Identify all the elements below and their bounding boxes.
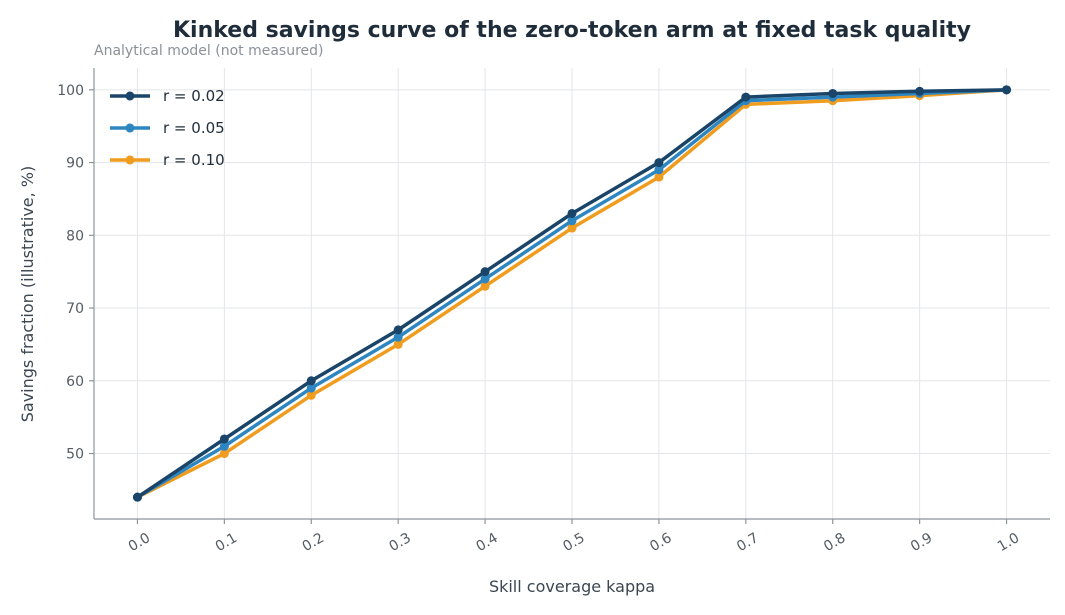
legend-item: r = 0.02 [110, 87, 225, 105]
data-point [306, 390, 316, 400]
legend-item: r = 0.10 [110, 151, 225, 169]
y-tick-labels: 50 60 70 80 90 100 [57, 83, 84, 463]
chart-title: Kinked savings curve of the zero-token a… [173, 18, 971, 43]
data-point [480, 274, 490, 284]
x-tick-label: 0.3 [387, 530, 414, 555]
y-tick-label: 100 [57, 83, 84, 99]
legend-marker [125, 91, 135, 101]
legend-label: r = 0.10 [163, 151, 225, 169]
data-point [219, 449, 229, 459]
data-point [654, 172, 664, 182]
data-point [567, 208, 577, 218]
x-tick-label: 0.8 [821, 530, 848, 555]
data-point [828, 88, 838, 98]
legend-item: r = 0.05 [110, 119, 225, 137]
data-point [219, 441, 229, 451]
y-tick-label: 50 [66, 447, 84, 463]
axes [89, 68, 1050, 524]
chart-subtitle: Analytical model (not measured) [94, 43, 324, 59]
data-point [567, 223, 577, 233]
legend-label: r = 0.02 [163, 87, 225, 105]
y-tick-label: 90 [66, 156, 84, 172]
legend-marker [125, 123, 135, 133]
x-tick-label: 0.1 [213, 530, 240, 555]
x-tick-label: 0.6 [647, 530, 674, 555]
legend: r = 0.02 r = 0.05 r = 0.10 [110, 87, 225, 169]
data-point [132, 492, 142, 502]
data-point [393, 339, 403, 349]
x-tick-label: 0.5 [560, 530, 587, 555]
x-tick-label: 0.7 [734, 530, 761, 555]
data-point [306, 376, 316, 386]
legend-marker [125, 155, 135, 165]
grid [94, 68, 1050, 519]
data-point [654, 158, 664, 168]
data-point [654, 165, 664, 175]
series-lines [132, 85, 1012, 502]
y-tick-label: 70 [66, 301, 84, 317]
data-point [393, 332, 403, 342]
data-point [480, 267, 490, 277]
y-tick-label: 60 [66, 374, 84, 390]
data-point [480, 281, 490, 291]
y-axis-label: Savings fraction (illustrative, %) [18, 166, 37, 423]
y-tick-label: 80 [66, 228, 84, 244]
x-tick-label: 0.4 [473, 530, 500, 555]
data-point [306, 383, 316, 393]
data-point [741, 92, 751, 102]
data-point [567, 216, 577, 226]
x-tick-label: 1.0 [995, 530, 1022, 555]
x-tick-label: 0.0 [126, 530, 153, 555]
data-point [219, 434, 229, 444]
x-tick-labels: 0.0 0.1 0.2 0.3 0.4 0.5 0.6 0.7 0.8 0.9 1.0 [126, 530, 1022, 555]
series-1 [132, 85, 1012, 502]
data-point [393, 325, 403, 335]
data-point [1002, 85, 1012, 95]
x-tick-label: 0.2 [300, 530, 327, 555]
x-axis-label: Skill coverage kappa [489, 577, 655, 596]
x-tick-label: 0.9 [908, 530, 935, 555]
legend-label: r = 0.05 [163, 119, 225, 137]
data-point [915, 86, 925, 96]
